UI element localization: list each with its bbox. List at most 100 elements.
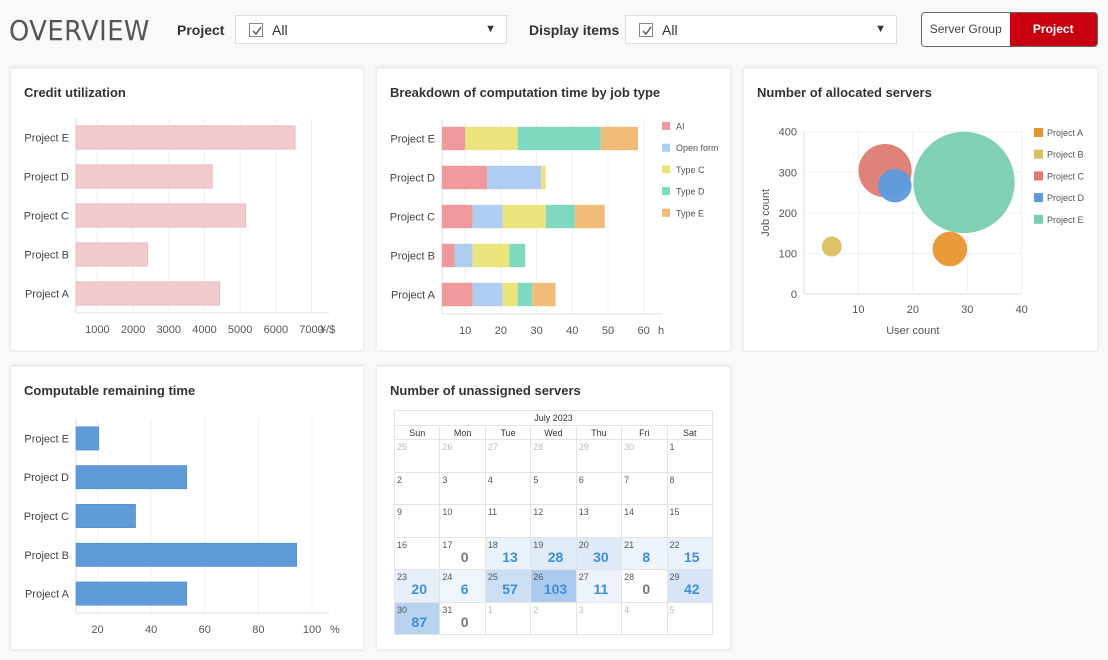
calendar-day[interactable]: 29 [575, 439, 623, 473]
bar-segment-type-d [517, 126, 601, 151]
day-number: 3 [442, 474, 448, 485]
calendar-day[interactable]: 2 [393, 471, 441, 505]
card-title: Number of unassigned servers [390, 383, 581, 398]
calendar-day[interactable]: 25 57 [484, 569, 532, 603]
card-title: Computable remaining time [24, 383, 196, 398]
day-number: 20 [578, 539, 589, 550]
category-label: Project C [24, 511, 69, 523]
day-number: 28 [533, 442, 544, 452]
category-label: Project A [391, 290, 436, 302]
bar [75, 125, 296, 150]
calendar-day[interactable]: 13 [575, 504, 623, 538]
calendar-day[interactable]: 14 [621, 504, 668, 538]
toggle-project[interactable]: Project [1009, 13, 1097, 46]
project-filter-label: Project [177, 22, 225, 38]
breakdown-chart: 10 20 30 40 50 60 h Project A Project B Project C… [390, 119, 719, 337]
calendar-day[interactable]: 17 0 [439, 536, 486, 570]
bar [75, 203, 247, 228]
bar-segment-ai [442, 126, 466, 151]
category-label: Project C [390, 212, 435, 224]
calendar-day[interactable]: 8 [666, 471, 714, 505]
calendar-day[interactable]: 11 [484, 504, 532, 538]
calendar-day[interactable]: 3 [439, 471, 486, 505]
category-label: Project A [25, 589, 70, 601]
bar-segment-type-d [545, 204, 576, 229]
calendar-day[interactable]: 7 [621, 471, 668, 505]
bar [75, 242, 149, 267]
calendar-day[interactable]: 9 [393, 504, 441, 538]
page-title: OVERVIEW [9, 14, 150, 47]
calendar-day[interactable]: 18 13 [484, 536, 532, 570]
display-filter-label: Display items [529, 22, 620, 38]
calendar-day[interactable]: 28 [530, 439, 577, 473]
day-number: 2 [397, 474, 403, 485]
toggle-server-group[interactable]: Server Group [922, 13, 1010, 46]
calendar-day[interactable]: 27 11 [575, 569, 623, 603]
x-tick-label: 5000 [228, 324, 252, 336]
calendar-day[interactable]: 1 [666, 439, 714, 473]
calendar-day[interactable]: 21 8 [621, 536, 668, 570]
day-number: 22 [669, 539, 680, 550]
calendar-day[interactable]: 19 28 [530, 536, 577, 570]
calendar-day[interactable]: 4 [621, 601, 668, 635]
display-items-select[interactable]: All ▼ [625, 15, 897, 44]
calendar-day[interactable]: 26 [439, 439, 486, 473]
calendar-day[interactable]: 23 20 [393, 569, 441, 603]
calendar-day[interactable]: 15 [666, 504, 714, 538]
category-label: Project D [390, 173, 435, 185]
x-tick-label: 6000 [264, 324, 288, 336]
calendar-day[interactable]: 4 [484, 471, 532, 505]
calendar-day[interactable]: 31 0 [439, 601, 486, 635]
calendar-day[interactable]: 6 [575, 471, 623, 505]
weekday-header: Fri [621, 425, 668, 440]
weekday-header: Thu [575, 425, 623, 440]
display-filter-value: All [662, 22, 678, 38]
bar [75, 281, 221, 306]
calendar-day[interactable]: 20 30 [575, 536, 623, 570]
calendar-day[interactable]: 27 [484, 439, 532, 473]
project-filter-select[interactable]: All ▼ [235, 15, 507, 44]
calendar-day[interactable]: 25 [393, 439, 441, 473]
calendar-day[interactable]: 22 15 [666, 536, 714, 570]
category-label: Project B [24, 250, 69, 262]
bar-segment-ai [442, 204, 473, 229]
calendar-day[interactable]: 29 42 [666, 569, 714, 603]
x-tick-label: 30 [530, 325, 542, 337]
calendar-day[interactable]: 3 [575, 601, 623, 635]
bar-segment-open-form [454, 243, 473, 268]
calendar-day[interactable]: 16 [393, 536, 441, 570]
bar-segment-type-e [575, 204, 605, 229]
unassigned-count: 11 [593, 581, 609, 597]
calendar-day[interactable]: 12 [530, 504, 577, 538]
calendar-day[interactable]: 10 [439, 504, 486, 538]
unassigned-servers-card: Number of unassigned servers July 2023 S… [376, 366, 731, 650]
bar-segment-ai [442, 282, 473, 307]
calendar-day[interactable]: 26 103 [530, 569, 577, 603]
calendar-day[interactable]: 2 [530, 601, 577, 635]
card-title: Credit utilization [24, 85, 126, 100]
calendar-day[interactable]: 30 87 [393, 601, 441, 635]
category-label: Project E [24, 133, 69, 145]
calendar-day[interactable]: 24 6 [439, 569, 486, 603]
checkbox-checked-icon[interactable] [249, 23, 263, 37]
y-tick-label: 0 [791, 289, 797, 301]
checkbox-checked-icon[interactable] [639, 23, 653, 37]
x-tick-label: 10 [852, 304, 864, 316]
day-number: 1 [487, 604, 493, 615]
x-tick-label: 10 [459, 325, 471, 337]
calendar-day[interactable]: 5 [530, 471, 577, 505]
day-number: 11 [487, 507, 498, 517]
legend-swatch [1034, 149, 1043, 159]
x-tick-label: 2000 [121, 324, 145, 336]
legend-swatch [1034, 128, 1043, 137]
calendar-day[interactable]: 30 [621, 439, 668, 473]
day-number: 5 [669, 604, 675, 615]
credit-utilization-chart: 1000 2000 3000 4000 5000 6000 7000¥/$ Project A… [24, 118, 335, 336]
calendar-day[interactable]: 1 [484, 601, 532, 635]
category-label: Project D [24, 172, 69, 184]
card-title: Number of allocated servers [757, 85, 932, 100]
legend-label: AI [676, 122, 685, 132]
calendar-day[interactable]: 5 [666, 601, 714, 635]
calendar-day[interactable]: 28 0 [621, 569, 668, 603]
